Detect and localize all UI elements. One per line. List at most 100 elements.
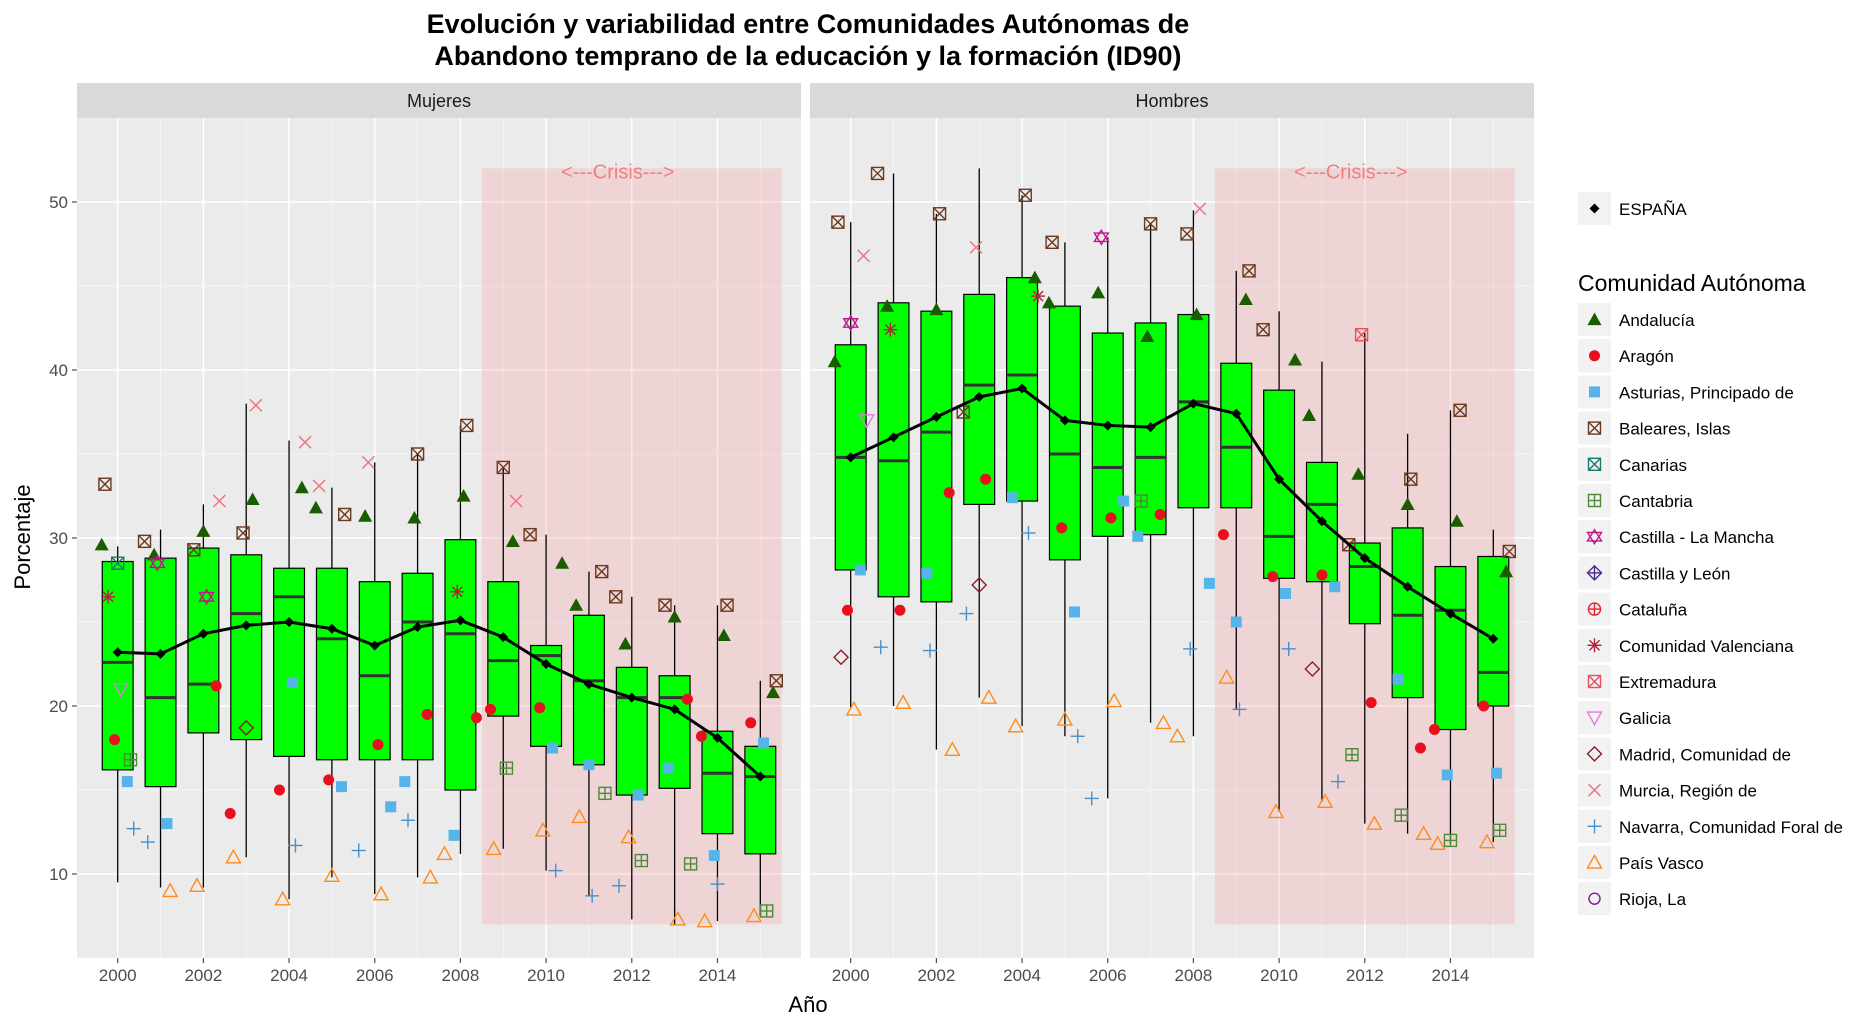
region-point-stroke: [411, 447, 425, 461]
region-point: [1045, 235, 1059, 250]
region-point: [94, 537, 109, 551]
region-point-fill: [1302, 408, 1317, 421]
x-tick-label: 2014: [1432, 966, 1470, 985]
region-point-fill: [667, 609, 682, 623]
region-point: [1281, 641, 1296, 656]
region-point: [273, 784, 285, 796]
region-point: [1118, 495, 1130, 507]
region-point-outline: [833, 649, 850, 666]
spain-point-fill: [1402, 581, 1413, 592]
legend-symbol-outline: [1588, 892, 1601, 905]
region-point-outline: [571, 808, 588, 824]
region-point-fill: [880, 299, 895, 312]
region-point: [410, 447, 425, 461]
region-point: [833, 649, 850, 666]
region-point: [929, 302, 944, 316]
region-point: [456, 489, 471, 502]
region-point: [1415, 825, 1432, 840]
legend-symbol: [1587, 421, 1602, 435]
legend-label: Baleares, Islas: [1619, 420, 1731, 439]
region-point-outline: [1354, 328, 1369, 342]
region-point: [1316, 569, 1328, 581]
region-point-outline: [422, 868, 439, 884]
region-point-outline: [1180, 227, 1194, 241]
spain-point-fill: [1102, 420, 1113, 431]
region-point-stroke: [312, 479, 326, 493]
region-point: [1018, 188, 1032, 202]
region-point: [769, 674, 784, 688]
legend-symbol-fill: [1587, 312, 1602, 326]
spain-point: [498, 632, 509, 643]
legend-symbol-fill: [1589, 386, 1600, 398]
panel-strip: [77, 83, 801, 118]
region-point: [1449, 514, 1464, 527]
region-point-outline: [523, 527, 537, 542]
x-tick-label: 2004: [270, 966, 308, 985]
region-point: [1217, 529, 1229, 541]
region-point-fill: [196, 524, 211, 537]
spain-point-fill: [669, 704, 680, 715]
x-tick-label: 2004: [1003, 966, 1041, 985]
x-tick-label: 2000: [99, 966, 137, 985]
legend-symbol-stroke: [1588, 783, 1601, 797]
spain-point: [1188, 398, 1199, 409]
legend-symbol: [1587, 312, 1602, 326]
legend-label: Canarias: [1619, 456, 1687, 475]
region-point: [245, 492, 260, 505]
box-body: [273, 567, 306, 757]
region-point-fill: [1041, 295, 1056, 309]
region-point-fill: [335, 781, 347, 793]
region-point-tri-up: [1093, 228, 1110, 243]
region-point: [662, 762, 674, 774]
box-body: [401, 572, 434, 761]
region-point: [210, 680, 222, 692]
region-point-outline: [1453, 403, 1467, 418]
y-tick-label: 10: [49, 865, 68, 884]
spain-point-fill: [455, 615, 466, 626]
region-point-fill: [484, 703, 496, 715]
region-point-fill: [569, 598, 584, 611]
region-point-stroke: [523, 528, 537, 542]
region-point: [959, 606, 974, 621]
panel-strip-label: Mujeres: [407, 91, 471, 111]
region-point: [509, 494, 523, 508]
region-point: [298, 435, 312, 449]
box-body: [1091, 332, 1124, 537]
legend-symbol-stroke: [1588, 421, 1601, 435]
spain-point: [455, 615, 466, 626]
region-point-outline: [1316, 793, 1334, 809]
chart-title-line1: Evolución y variabilidad entre Comunidad…: [427, 9, 1190, 39]
region-point-outline: [745, 907, 763, 923]
region-point: [1203, 577, 1215, 589]
region-point: [1404, 472, 1418, 486]
region-point: [1093, 228, 1110, 246]
region-point-fill: [294, 480, 309, 494]
region-point: [1441, 769, 1453, 781]
region-point: [140, 835, 155, 850]
spain-point-fill: [541, 659, 552, 669]
y-tick-label: 30: [49, 529, 68, 548]
region-point-stroke: [1180, 227, 1194, 241]
region-point: [337, 507, 352, 522]
legend-key: [1578, 701, 1611, 735]
region-point: [1345, 748, 1359, 762]
region-point: [555, 556, 570, 569]
region-point-stroke: [933, 207, 947, 221]
legend-symbol: [1587, 602, 1602, 616]
region-point-outline: [609, 590, 623, 604]
box-body: [444, 539, 477, 791]
region-point: [1288, 352, 1303, 366]
region-point: [407, 510, 422, 524]
region-point-outline: [1242, 264, 1256, 278]
region-point: [880, 299, 895, 312]
region-point-tri-up: [198, 588, 215, 602]
region-point-fill: [1203, 577, 1215, 589]
region-point-fill: [841, 604, 853, 616]
panel-hombres: Hombres <---Crisis---> 2000 2002 2004 2006 200…: [810, 83, 1534, 985]
spain-point: [583, 679, 594, 690]
region-point: [894, 604, 906, 616]
spain-point-fill: [755, 771, 766, 782]
region-point-stroke: [871, 166, 885, 180]
region-point: [720, 598, 734, 612]
